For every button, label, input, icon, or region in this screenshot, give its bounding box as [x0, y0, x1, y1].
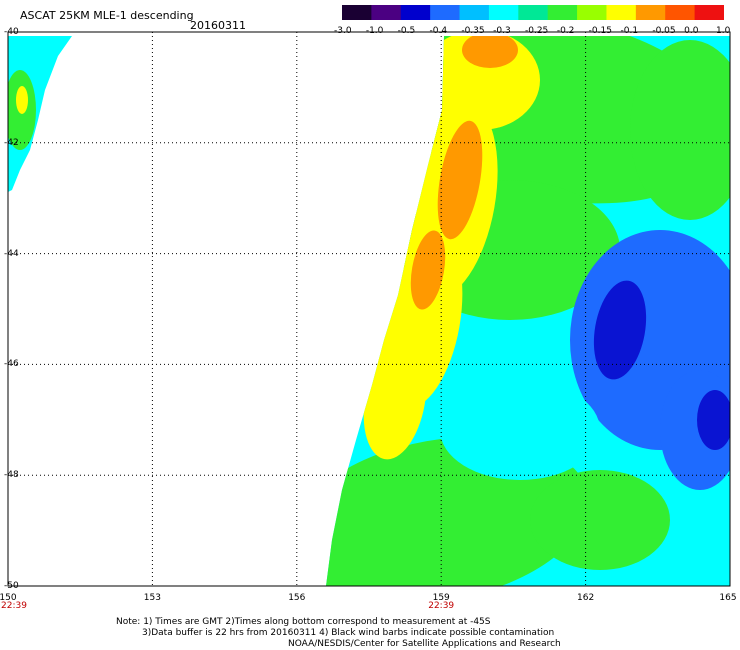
- colorbar-label: -3.0: [334, 26, 352, 36]
- wind-region: [462, 36, 518, 68]
- longitude-label: 153: [143, 593, 161, 603]
- latitude-label: -40: [4, 27, 19, 37]
- date-label: 20160311: [190, 19, 246, 32]
- colorbar-label: -0.4: [429, 26, 448, 36]
- colorbar-segment: [488, 5, 519, 20]
- colorbar-segment: [606, 5, 637, 20]
- colorbar-segment: [430, 5, 461, 20]
- longitude-label: 165: [719, 593, 737, 603]
- wind-region: [16, 86, 28, 114]
- time-label: 22:39: [1, 601, 27, 611]
- colorbar-label: -0.2: [556, 26, 575, 36]
- latitude-label: -46: [4, 359, 19, 370]
- colorbar-segment: [547, 5, 578, 20]
- colorbar: [342, 5, 724, 20]
- latitude-label: -48: [4, 470, 19, 481]
- colorbar-label: -0.3: [493, 26, 511, 36]
- colorbar-label: -0.25: [525, 26, 549, 36]
- wind-region: [593, 280, 647, 380]
- longitude-label: 150: [0, 593, 17, 603]
- colorbar-segment: [459, 5, 490, 20]
- colorbar-segment: [342, 5, 372, 20]
- colorbar-label: 0.0: [684, 26, 699, 36]
- colorbar-label: -0.15: [588, 26, 612, 36]
- longitude-label: 159: [432, 593, 450, 603]
- colorbar-segment: [694, 5, 724, 20]
- colorbar-segment: [518, 5, 549, 20]
- wind-region: [410, 230, 446, 310]
- colorbar-segment: [577, 5, 607, 20]
- note-line-1: Note: 1) Times are GMT 2)Times along bot…: [116, 617, 491, 627]
- note-line-2: 3)Data buffer is 22 hrs from 20160311 4)…: [142, 628, 555, 638]
- latitude-label: -50: [4, 581, 19, 591]
- colorbar-label: 1.0: [716, 26, 731, 36]
- wind-region: [630, 40, 730, 220]
- colorbar-segment: [635, 5, 666, 20]
- colorbar-label: -1.0: [365, 26, 384, 36]
- latitude-label: -42: [4, 137, 19, 148]
- note-line-3: NOAA/NESDIS/Center for Satellite Applica…: [288, 639, 561, 649]
- colorbar-label: -0.05: [652, 26, 676, 36]
- colorbar-segment: [665, 5, 696, 20]
- wind-swath: [326, 36, 730, 586]
- longitude-label: 156: [288, 593, 306, 603]
- title: ASCAT 25KM MLE-1 descending: [20, 9, 194, 22]
- longitude-label: 162: [577, 593, 595, 603]
- wind-region: [697, 390, 730, 450]
- colorbar-label: -0.5: [397, 26, 416, 36]
- latitude-label: -44: [4, 248, 19, 259]
- colorbar-label: -0.1: [620, 26, 639, 36]
- time-label: 22:39: [428, 601, 455, 611]
- wind-region: [440, 380, 600, 480]
- wind-region: [363, 340, 427, 460]
- colorbar-segment: [371, 5, 402, 20]
- map-frame: [7, 31, 731, 587]
- wind-region: [437, 120, 483, 240]
- colorbar-segment: [400, 5, 431, 20]
- left-swath-fragment: [8, 36, 72, 192]
- wind-region: [530, 470, 670, 570]
- colorbar-label: -0.35: [461, 26, 485, 36]
